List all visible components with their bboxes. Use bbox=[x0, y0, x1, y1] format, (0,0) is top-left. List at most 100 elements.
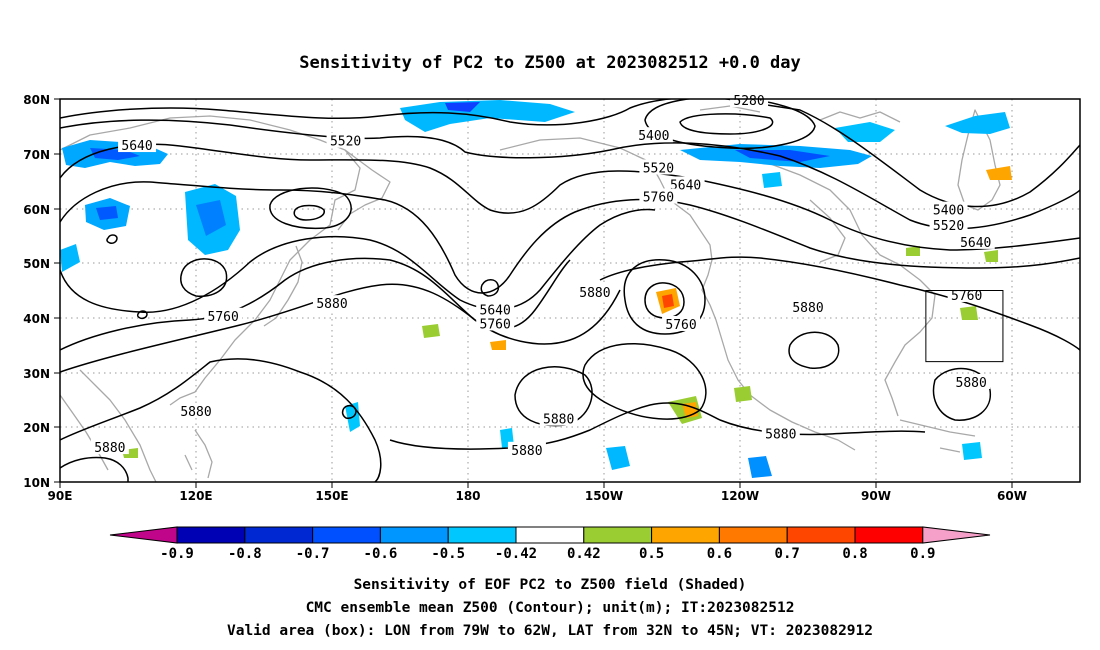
contour-low-pacific-inner bbox=[644, 282, 685, 319]
contour-label: 5520 bbox=[326, 132, 365, 150]
negative-patch-greenland bbox=[945, 112, 1010, 134]
contour-label-background bbox=[204, 307, 243, 323]
coastline-arctic-islands bbox=[699, 105, 901, 123]
longitude-axis: 90E 120E 150E 180 150W 120W 90W 60W bbox=[48, 482, 1027, 503]
contour-label-text: 5640 bbox=[480, 304, 511, 319]
contour-label-text: 5520 bbox=[933, 219, 964, 234]
colorbar-low-extension bbox=[109, 526, 178, 544]
contour-low-mongolia bbox=[180, 258, 228, 298]
contour-label-background bbox=[639, 159, 678, 175]
negative-patch-tropics-b bbox=[606, 446, 630, 470]
lat-tick-label: 80N bbox=[23, 93, 50, 107]
colorbar-tick-label: 0.9 bbox=[910, 546, 935, 562]
contour-low-siberia-inner bbox=[293, 204, 325, 221]
contour-label-background bbox=[313, 295, 351, 311]
colorbar-bin bbox=[718, 526, 788, 544]
coastline-hudson-bay bbox=[809, 199, 846, 263]
colorbar-tick-label: 0.5 bbox=[639, 546, 664, 562]
contour-label: 5640 bbox=[666, 176, 705, 193]
contour-label-text: 5640 bbox=[670, 178, 701, 193]
negative-patch-tropics-c bbox=[748, 456, 772, 478]
caption-line: CMC ensemble mean Z500 (Contour); unit(m… bbox=[306, 600, 795, 616]
coastline-caribbean bbox=[899, 419, 976, 453]
coastline-japan bbox=[263, 245, 303, 327]
contour-high-gulf bbox=[788, 331, 840, 369]
caption-line: Sensitivity of EOF PC2 to Z500 field (Sh… bbox=[354, 577, 747, 593]
contour-label: 5880 bbox=[761, 425, 800, 442]
caption: Sensitivity of EOF PC2 to Z500 field (Sh… bbox=[227, 577, 873, 639]
contour-label-text: 5640 bbox=[121, 139, 152, 154]
contour-label: 5280 bbox=[730, 92, 769, 109]
contour-small-tropic bbox=[341, 404, 357, 419]
contour-label: 5880 bbox=[575, 284, 614, 301]
lat-tick-label: 20N bbox=[23, 421, 50, 435]
colorbar-tick-label: -0.6 bbox=[364, 546, 398, 562]
contour-label: 5520 bbox=[929, 216, 968, 234]
lat-tick-label: 30N bbox=[23, 367, 50, 381]
contour-label-text: 5880 bbox=[180, 405, 211, 420]
colorbar-tick-label: -0.42 bbox=[495, 546, 537, 562]
contour-label: 5880 bbox=[507, 441, 546, 459]
lon-tick-label: 150E bbox=[315, 489, 348, 503]
colorbar-tick-label: -0.9 bbox=[160, 546, 194, 562]
contour-label-background bbox=[177, 402, 215, 418]
lat-lon-grid bbox=[60, 99, 1080, 482]
contour-label-background bbox=[639, 188, 678, 204]
contour-5760-north bbox=[60, 181, 1080, 294]
contour-label-background bbox=[662, 315, 701, 331]
contour-label-background bbox=[326, 132, 365, 148]
colorbar-bin bbox=[651, 526, 720, 544]
contour-label: 5880 bbox=[177, 402, 215, 420]
contour-label-text: 5880 bbox=[765, 427, 796, 442]
negative-patch-central-core bbox=[196, 200, 226, 236]
contour-label-background bbox=[118, 137, 157, 153]
contour-label-text: 5880 bbox=[94, 441, 125, 456]
caption-line: Valid area (box): LON from 79W to 62W, L… bbox=[227, 623, 873, 639]
contour-small-west bbox=[106, 234, 118, 244]
contour-label: 5520 bbox=[639, 159, 678, 176]
contour-label: 5400 bbox=[929, 201, 968, 219]
valid-area-box bbox=[925, 290, 1004, 363]
coastline-greenland bbox=[957, 109, 1001, 211]
latitude-axis: 80N 70N 60N 50N 40N 30N 20N 10N bbox=[23, 93, 60, 490]
contour-label: 5640 bbox=[956, 233, 995, 251]
negative-patch-beaufort-core bbox=[735, 150, 830, 162]
lat-tick-label: 10N bbox=[23, 476, 50, 490]
lon-tick-label: 180 bbox=[455, 489, 480, 503]
colorbar-bin bbox=[583, 526, 653, 544]
coastline-north-america-east bbox=[759, 159, 936, 417]
contour-label-background bbox=[929, 216, 968, 232]
contour-label: 5760 bbox=[204, 307, 243, 325]
colorbar-bin bbox=[786, 526, 856, 544]
colorbar-bin bbox=[379, 526, 449, 544]
map-frame bbox=[59, 98, 1081, 483]
contour-5880-west bbox=[60, 283, 621, 373]
contour-5640-north bbox=[60, 143, 1080, 251]
lat-tick-label: 50N bbox=[23, 257, 50, 271]
contour-label-text: 5640 bbox=[960, 236, 991, 251]
contour-5280 bbox=[644, 99, 816, 150]
lon-tick-label: 150W bbox=[585, 489, 623, 503]
lon-tick-label: 120E bbox=[179, 489, 212, 503]
contour-label-background bbox=[507, 441, 546, 457]
positive-patch-atlantic-east bbox=[984, 250, 998, 262]
contour-5760-lower bbox=[60, 257, 571, 351]
colorbar-tick-label: -0.5 bbox=[431, 546, 465, 562]
figure-title: Sensitivity of PC2 to Z500 at 2023082512… bbox=[299, 53, 801, 73]
contour-label-text: 5880 bbox=[316, 297, 347, 312]
colorbar-bin bbox=[447, 526, 517, 544]
negative-patch-arctic-west-core bbox=[445, 102, 480, 112]
contour-label: 5880 bbox=[789, 299, 827, 316]
colorbar-bin bbox=[854, 526, 924, 544]
negative-patch-caribbean bbox=[962, 442, 982, 460]
negative-patch-west-edge bbox=[60, 244, 80, 272]
contour-high-atlantic bbox=[932, 367, 991, 421]
contour-label: 5880 bbox=[313, 295, 351, 312]
contour-label: 5760 bbox=[476, 315, 515, 332]
lon-tick-label: 120W bbox=[721, 489, 759, 503]
contour-label: 5640 bbox=[118, 137, 157, 154]
lon-tick-label: 90W bbox=[861, 489, 891, 503]
colorbar-bin bbox=[515, 526, 585, 544]
lat-tick-label: 60N bbox=[23, 203, 50, 217]
